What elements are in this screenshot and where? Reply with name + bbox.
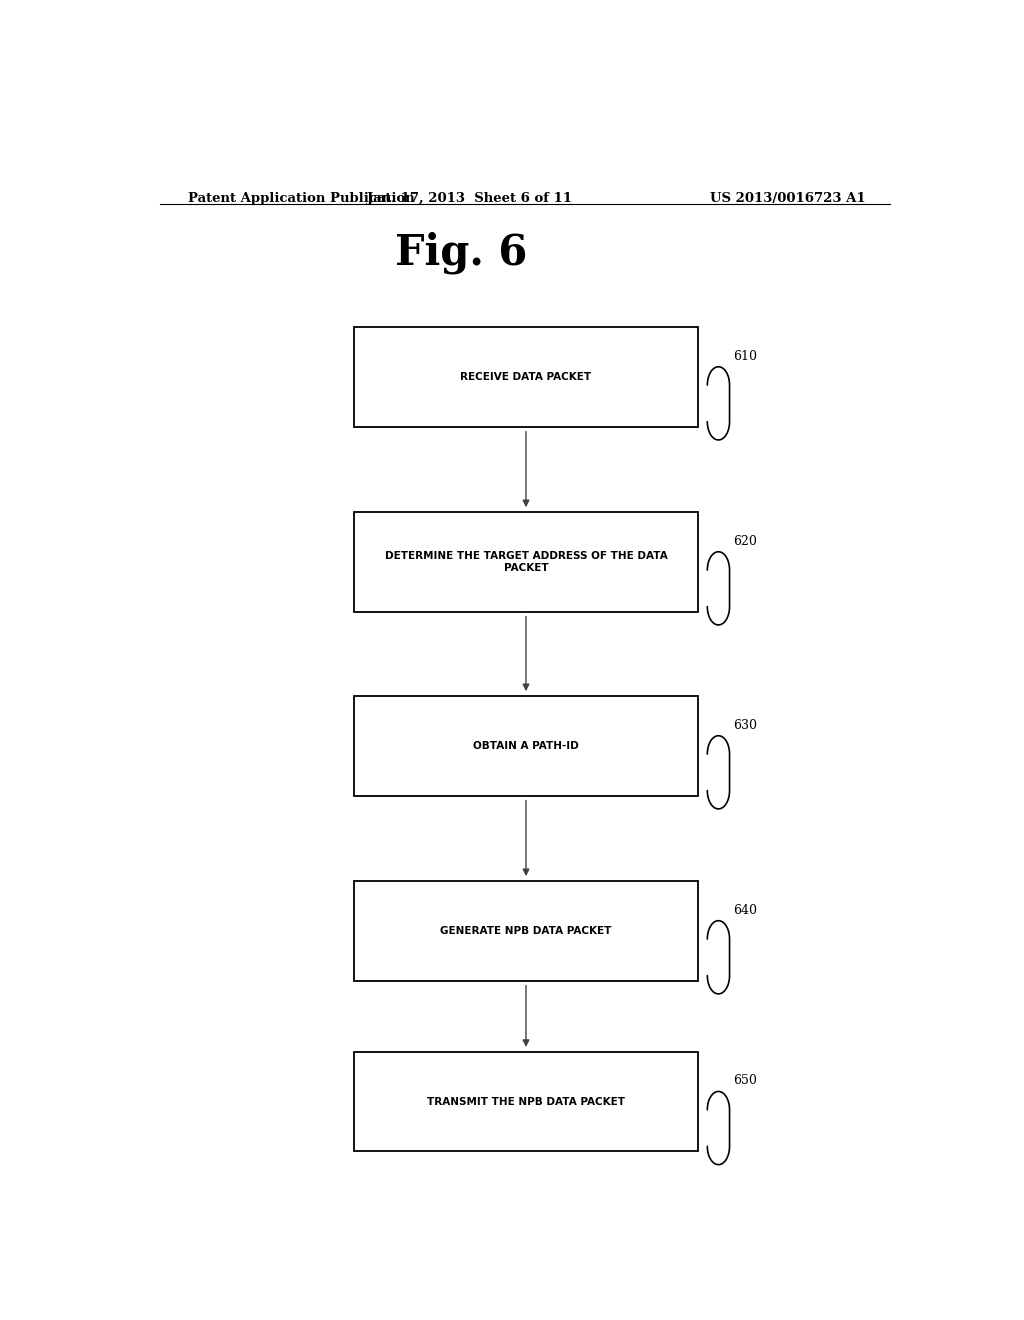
Bar bbox=[354, 327, 697, 426]
Bar bbox=[354, 1052, 697, 1151]
Bar bbox=[354, 696, 697, 796]
Text: 630: 630 bbox=[733, 718, 757, 731]
Text: TRANSMIT THE NPB DATA PACKET: TRANSMIT THE NPB DATA PACKET bbox=[427, 1097, 625, 1106]
Text: DETERMINE THE TARGET ADDRESS OF THE DATA
PACKET: DETERMINE THE TARGET ADDRESS OF THE DATA… bbox=[385, 552, 668, 573]
Text: Fig. 6: Fig. 6 bbox=[395, 231, 527, 275]
Text: GENERATE NPB DATA PACKET: GENERATE NPB DATA PACKET bbox=[440, 925, 611, 936]
Bar bbox=[354, 512, 697, 611]
Text: 650: 650 bbox=[733, 1074, 757, 1088]
Text: Jan. 17, 2013  Sheet 6 of 11: Jan. 17, 2013 Sheet 6 of 11 bbox=[367, 191, 571, 205]
Text: OBTAIN A PATH-ID: OBTAIN A PATH-ID bbox=[473, 741, 579, 751]
Bar bbox=[354, 880, 697, 981]
Text: 620: 620 bbox=[733, 535, 757, 548]
Text: US 2013/0016723 A1: US 2013/0016723 A1 bbox=[711, 191, 866, 205]
Text: Patent Application Publication: Patent Application Publication bbox=[187, 191, 415, 205]
Text: RECEIVE DATA PACKET: RECEIVE DATA PACKET bbox=[461, 372, 592, 381]
Text: 610: 610 bbox=[733, 350, 757, 363]
Text: 640: 640 bbox=[733, 904, 757, 916]
